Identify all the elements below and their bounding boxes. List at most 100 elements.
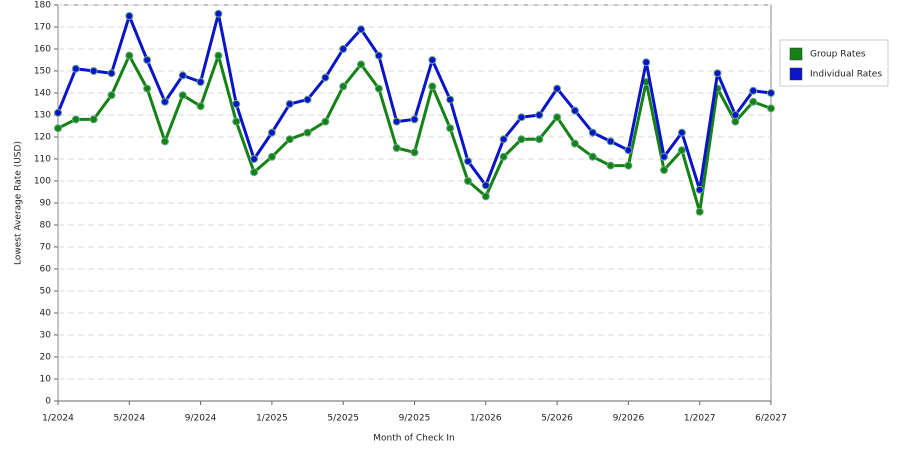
y-tick-label: 70 xyxy=(40,243,52,253)
data-point xyxy=(178,71,187,80)
y-tick-label: 180 xyxy=(34,1,51,11)
data-point xyxy=(660,166,669,174)
y-tick-label: 30 xyxy=(40,331,52,341)
data-point xyxy=(392,144,401,152)
data-point xyxy=(446,95,455,104)
y-tick-label: 20 xyxy=(40,353,52,363)
data-point xyxy=(749,86,758,95)
y-tick-label: 50 xyxy=(40,287,52,297)
y-tick-label: 140 xyxy=(34,89,51,99)
y-tick-label: 40 xyxy=(40,309,52,319)
y-tick-label: 120 xyxy=(34,133,51,143)
data-point xyxy=(767,104,775,113)
data-point xyxy=(339,45,348,53)
data-point xyxy=(695,207,704,216)
x-tick-label: 9/2026 xyxy=(613,414,645,424)
x-tick-label: 5/2025 xyxy=(327,414,359,424)
legend-swatch xyxy=(789,47,803,61)
data-point xyxy=(89,115,98,124)
data-point xyxy=(588,152,597,161)
data-point xyxy=(303,95,312,104)
data-point xyxy=(535,135,544,144)
data-point xyxy=(749,97,758,106)
y-tick-label: 170 xyxy=(34,23,51,33)
data-point xyxy=(624,146,633,155)
data-point xyxy=(392,117,401,126)
data-point xyxy=(570,106,579,115)
y-tick-label: 100 xyxy=(34,177,51,187)
data-point xyxy=(660,152,669,161)
data-point xyxy=(214,9,223,18)
data-point xyxy=(713,69,722,78)
data-point xyxy=(303,128,312,137)
data-point xyxy=(481,192,490,201)
data-point xyxy=(71,115,80,124)
data-point xyxy=(54,108,62,117)
data-point xyxy=(357,25,366,34)
data-point xyxy=(160,97,169,106)
data-point xyxy=(160,137,169,146)
x-axis-label: Month of Check In xyxy=(373,434,455,444)
data-point xyxy=(731,111,740,119)
data-point xyxy=(357,60,366,69)
data-point xyxy=(107,69,116,78)
data-point xyxy=(553,84,562,93)
data-point xyxy=(695,185,704,194)
data-point xyxy=(250,168,259,177)
data-point xyxy=(517,113,526,122)
data-point xyxy=(214,51,223,60)
y-tick-label: 10 xyxy=(40,375,52,385)
data-point xyxy=(71,64,80,73)
x-tick-label: 1/2027 xyxy=(684,414,716,424)
data-point xyxy=(321,73,330,82)
y-axis-label: Lowest Average Rate (USD) xyxy=(14,141,24,265)
y-tick-label: 90 xyxy=(40,199,52,209)
y-tick-label: 130 xyxy=(34,111,51,121)
data-point xyxy=(339,82,348,91)
data-point xyxy=(642,58,651,67)
data-point xyxy=(428,56,437,64)
data-point xyxy=(54,124,62,133)
data-point xyxy=(624,161,633,170)
data-point xyxy=(285,135,294,144)
data-point xyxy=(410,115,419,124)
data-point xyxy=(374,51,383,60)
data-point xyxy=(767,89,775,97)
data-point xyxy=(267,152,276,161)
x-tick-label: 6/2027 xyxy=(755,414,787,424)
plot-area xyxy=(57,4,772,402)
data-point xyxy=(428,82,437,91)
data-point xyxy=(499,152,508,161)
data-point xyxy=(143,84,152,93)
data-point xyxy=(499,135,508,144)
x-tick-label: 1/2026 xyxy=(470,414,502,424)
data-point xyxy=(321,117,330,126)
data-point xyxy=(606,137,615,146)
legend-swatch xyxy=(789,67,803,81)
data-point xyxy=(463,177,472,185)
y-tick-label: 110 xyxy=(34,155,51,165)
data-point xyxy=(553,113,562,122)
data-point xyxy=(731,117,740,126)
x-tick-label: 9/2024 xyxy=(185,414,217,424)
data-point xyxy=(606,161,615,170)
data-point xyxy=(535,111,544,119)
legend-label: Individual Rates xyxy=(810,70,882,80)
y-tick-label: 160 xyxy=(34,45,51,55)
data-point xyxy=(677,128,686,137)
x-tick-label: 9/2025 xyxy=(399,414,431,424)
x-tick-label: 1/2024 xyxy=(42,414,74,424)
data-point xyxy=(446,124,455,133)
y-tick-label: 150 xyxy=(34,67,51,77)
data-point xyxy=(588,128,597,137)
data-point xyxy=(374,84,383,93)
x-tick-label: 5/2024 xyxy=(113,414,145,424)
y-tick-label: 60 xyxy=(40,265,52,275)
legend-label: Group Rates xyxy=(810,50,866,60)
data-point xyxy=(178,91,187,100)
data-point xyxy=(89,67,98,75)
x-tick-label: 5/2026 xyxy=(541,414,573,424)
data-point xyxy=(481,181,490,190)
data-point xyxy=(410,148,419,157)
